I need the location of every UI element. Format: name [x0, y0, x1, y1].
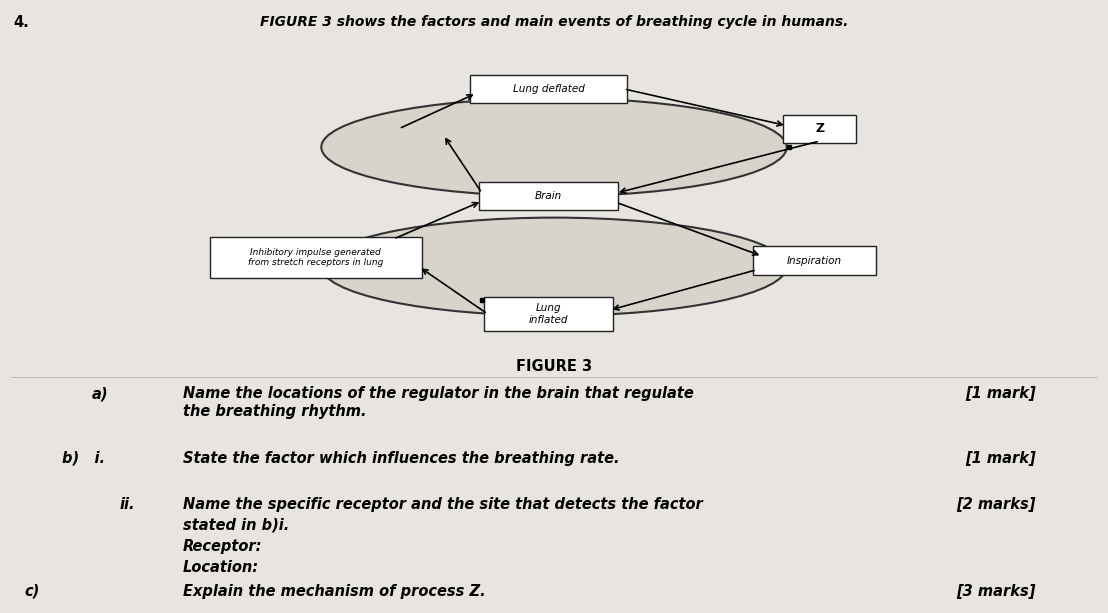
Text: Z: Z	[815, 122, 824, 135]
FancyBboxPatch shape	[783, 115, 856, 143]
Text: Lung deflated: Lung deflated	[513, 84, 584, 94]
FancyBboxPatch shape	[471, 75, 627, 103]
Text: [3 marks]: [3 marks]	[956, 584, 1036, 598]
Text: b)   i.: b) i.	[62, 451, 105, 465]
Text: c): c)	[24, 584, 40, 598]
Text: FIGURE 3 shows the factors and main events of breathing cycle in humans.: FIGURE 3 shows the factors and main even…	[259, 15, 849, 29]
Text: a): a)	[92, 386, 109, 401]
FancyBboxPatch shape	[484, 297, 613, 331]
FancyBboxPatch shape	[753, 246, 876, 275]
Text: Inspiration: Inspiration	[787, 256, 842, 265]
Text: Brain: Brain	[535, 191, 562, 201]
Text: Explain the mechanism of process Z.: Explain the mechanism of process Z.	[183, 584, 485, 598]
FancyBboxPatch shape	[211, 237, 421, 278]
Text: 4.: 4.	[13, 15, 29, 30]
Text: [1 mark]: [1 mark]	[965, 451, 1036, 465]
Text: Inhibitory impulse generated
from stretch receptors in lung: Inhibitory impulse generated from stretc…	[248, 248, 383, 267]
Text: Name the locations of the regulator in the brain that regulate
the breathing rhy: Name the locations of the regulator in t…	[183, 386, 694, 419]
Text: State the factor which influences the breathing rate.: State the factor which influences the br…	[183, 451, 619, 465]
Ellipse shape	[321, 98, 787, 196]
Text: Name the specific receptor and the site that detects the factor
stated in b)i.
R: Name the specific receptor and the site …	[183, 497, 702, 574]
Ellipse shape	[321, 218, 787, 316]
Text: [2 marks]: [2 marks]	[956, 497, 1036, 511]
FancyBboxPatch shape	[479, 182, 618, 210]
Text: ii.: ii.	[120, 497, 135, 511]
Text: Lung
inflated: Lung inflated	[529, 303, 568, 325]
Text: [1 mark]: [1 mark]	[965, 386, 1036, 401]
Text: FIGURE 3: FIGURE 3	[516, 359, 592, 373]
